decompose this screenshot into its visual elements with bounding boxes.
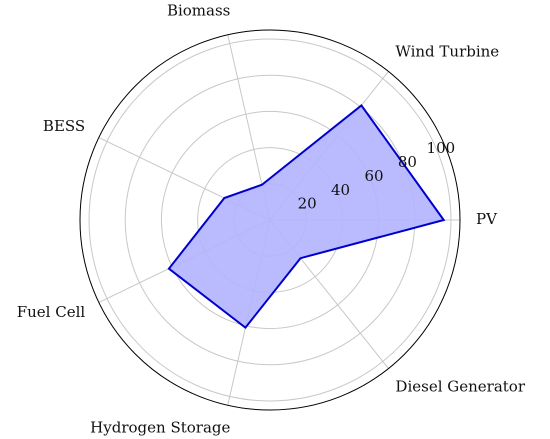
category-label: Fuel Cell [17, 303, 86, 321]
r-tick-label: 80 [398, 153, 417, 171]
r-tick-label: 60 [364, 167, 383, 185]
data-area [167, 103, 446, 330]
category-label: Diesel Generator [395, 377, 525, 395]
category-label: Wind Turbine [395, 43, 499, 61]
category-label: BESS [43, 117, 85, 135]
outer-frame [79, 29, 461, 411]
r-tick-label: 40 [331, 181, 350, 199]
category-label: Hydrogen Storage [90, 419, 230, 437]
r-tick-label: 20 [298, 195, 317, 213]
category-label: PV [476, 210, 498, 228]
category-label: Biomass [167, 1, 230, 19]
r-tick-label: 100 [427, 139, 456, 157]
